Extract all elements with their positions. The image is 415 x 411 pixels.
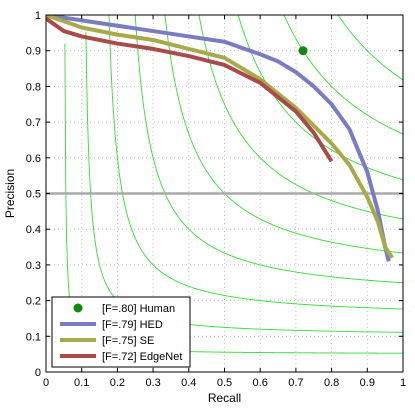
series-line-0 bbox=[46, 15, 391, 262]
x-tick-label: 0.6 bbox=[253, 377, 268, 389]
legend-label-1: [F=.79] HED bbox=[102, 319, 163, 331]
legend-label-2: [F=.75] SE bbox=[102, 335, 154, 347]
y-tick-label: 0.3 bbox=[26, 260, 41, 272]
human-point-group bbox=[298, 46, 308, 56]
iso-f-curve bbox=[134, 15, 403, 284]
x-tick-label: 1 bbox=[400, 377, 406, 389]
x-tick-label: 0.8 bbox=[324, 377, 339, 389]
x-tick-label: 0 bbox=[43, 377, 49, 389]
legend-label-3: [F=.72] EdgeNet bbox=[102, 351, 182, 363]
y-tick-label: 0.8 bbox=[26, 81, 41, 93]
x-tick-label: 0.3 bbox=[145, 377, 160, 389]
x-tick-label: 0.1 bbox=[74, 377, 89, 389]
y-axis-label: Precision bbox=[3, 169, 17, 218]
x-tick-label: 0.5 bbox=[217, 377, 232, 389]
legend-label-0: [F=.80] Human bbox=[102, 303, 175, 315]
series-lines bbox=[46, 15, 394, 262]
iso-f-curve bbox=[164, 15, 403, 254]
x-axis-label: Recall bbox=[208, 391, 241, 405]
y-tick-label: 1 bbox=[35, 10, 41, 22]
y-tick-label: 0.2 bbox=[26, 296, 41, 308]
series-line-2 bbox=[46, 16, 334, 163]
iso-f-curve bbox=[283, 15, 403, 135]
x-tick-label: 0.4 bbox=[181, 377, 196, 389]
iso-f-curve bbox=[108, 15, 403, 310]
series-line-1 bbox=[46, 15, 394, 259]
x-tick-label: 0.2 bbox=[110, 377, 125, 389]
y-tick-label: 0.4 bbox=[26, 224, 41, 236]
human-point bbox=[298, 46, 308, 56]
axis-ticks: 0 0.1 0.2 0.3 0.4 0.5 0.6 0.7 0.8 0.9 1 0 0.1 0.2 0.3 0… bbox=[26, 10, 406, 389]
y-tick-label: 0.1 bbox=[26, 331, 41, 343]
y-tick-label: 0 bbox=[35, 367, 41, 379]
legend-marker-human bbox=[73, 303, 83, 313]
legend: [F=.80] Human [F=.79] HED [F=.75] SE [F=.72… bbox=[51, 296, 191, 368]
iso-f-curve bbox=[198, 15, 403, 220]
x-tick-label: 0.9 bbox=[360, 377, 375, 389]
iso-f-curve bbox=[337, 15, 403, 81]
x-tick-label: 0.7 bbox=[288, 377, 303, 389]
y-tick-label: 0.5 bbox=[26, 189, 41, 201]
y-tick-label: 0.7 bbox=[26, 117, 41, 129]
y-tick-label: 0.6 bbox=[26, 153, 41, 165]
y-tick-label: 0.9 bbox=[26, 46, 41, 58]
